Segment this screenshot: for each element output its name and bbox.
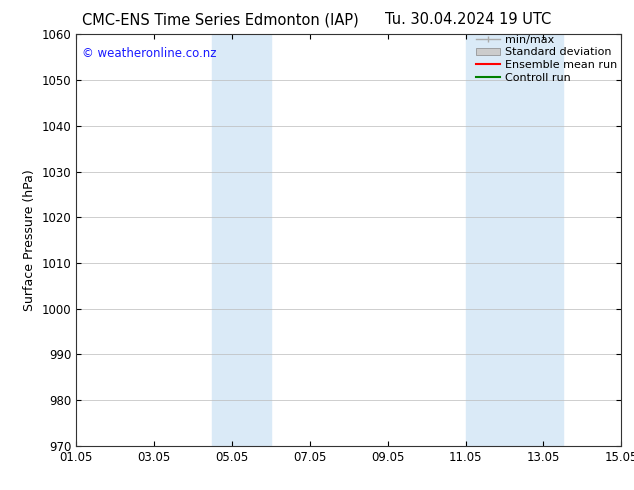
- Bar: [465, 34, 563, 446]
- Bar: [212, 34, 271, 446]
- Text: CMC-ENS Time Series Edmonton (IAP): CMC-ENS Time Series Edmonton (IAP): [82, 12, 359, 27]
- Legend: min/max, Standard deviation, Ensemble mean run, Controll run: min/max, Standard deviation, Ensemble me…: [471, 30, 621, 87]
- Text: © weatheronline.co.nz: © weatheronline.co.nz: [82, 47, 216, 60]
- Y-axis label: Surface Pressure (hPa): Surface Pressure (hPa): [23, 169, 36, 311]
- Text: Tu. 30.04.2024 19 UTC: Tu. 30.04.2024 19 UTC: [385, 12, 552, 27]
